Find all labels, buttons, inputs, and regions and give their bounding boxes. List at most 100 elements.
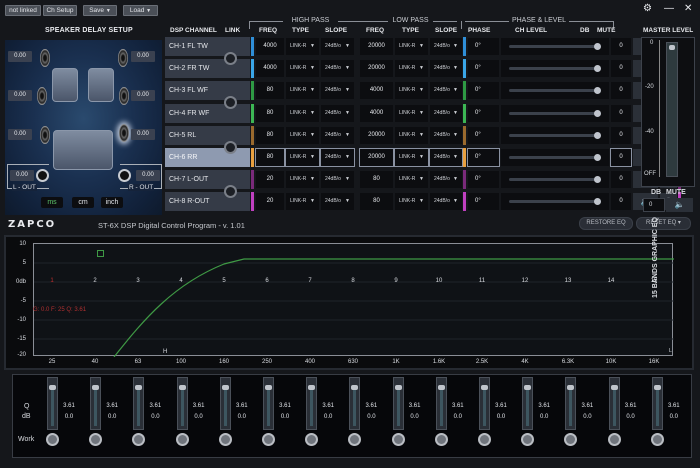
master-level-slider[interactable] bbox=[666, 42, 678, 177]
speaker-rl-icon[interactable] bbox=[40, 126, 50, 144]
slider-knob[interactable] bbox=[481, 385, 488, 390]
slider-knob[interactable] bbox=[653, 385, 661, 390]
master-mute-button[interactable]: 🔈 bbox=[666, 198, 693, 212]
hp-type-dropdown[interactable]: LINK-R ▼ bbox=[286, 82, 319, 100]
ch-level-slider[interactable] bbox=[501, 104, 609, 122]
ch-setup-button[interactable]: Ch Setup bbox=[43, 5, 77, 16]
hp-type-dropdown[interactable]: LINK-R ▼ bbox=[286, 38, 319, 55]
channel-name[interactable]: CH-5 RL bbox=[165, 125, 250, 145]
hp-freq-field[interactable]: 4000 bbox=[256, 38, 284, 55]
lp-type-dropdown[interactable]: LINK-R ▼ bbox=[395, 171, 428, 189]
slider-knob[interactable] bbox=[610, 385, 618, 390]
channel-name[interactable]: CH-8 R-OUT bbox=[165, 192, 250, 212]
delay-rl-field[interactable]: 0.00 bbox=[8, 129, 32, 140]
band-number[interactable]: 14 bbox=[607, 278, 615, 284]
hp-slope-dropdown[interactable]: 24dB/o ▼ bbox=[321, 126, 354, 144]
band-number[interactable]: 9 bbox=[394, 278, 398, 284]
phase-field[interactable]: 0° bbox=[468, 193, 499, 211]
channel-row[interactable]: CH-8 R-OUT 20 LINK-R ▼ 24dB/o ▼ 80 LINK-R ▼… bbox=[165, 192, 681, 212]
channel-row[interactable]: CH-1 FL TW 4000 LINK-R ▼ 24dB/o ▼ 20000 LI… bbox=[165, 37, 681, 56]
hp-slope-dropdown[interactable]: 24dB/o ▼ bbox=[321, 60, 354, 78]
lp-type-dropdown[interactable]: LINK-R ▼ bbox=[395, 60, 428, 78]
channel-name[interactable]: CH-6 RR bbox=[165, 148, 250, 167]
lp-slope-dropdown[interactable]: 24dB/o ▼ bbox=[430, 171, 462, 189]
lp-freq-field[interactable]: 4000 bbox=[360, 104, 393, 122]
channel-row[interactable]: CH-5 RL 80 LINK-R ▼ 24dB/o ▼ 20000 LINK-R ▼… bbox=[165, 125, 681, 145]
hp-type-dropdown[interactable]: LINK-R ▼ bbox=[286, 126, 319, 144]
band-gain-slider[interactable] bbox=[176, 377, 188, 430]
speaker-rr-icon[interactable] bbox=[119, 124, 129, 142]
band-number[interactable]: 12 bbox=[521, 278, 529, 284]
ch-level-knob[interactable] bbox=[594, 87, 601, 95]
work-toggle[interactable] bbox=[305, 433, 319, 446]
work-toggle[interactable] bbox=[348, 433, 362, 446]
lp-slope-dropdown[interactable]: 24dB/o ▼ bbox=[429, 148, 463, 167]
hp-freq-field[interactable]: 20 bbox=[256, 171, 284, 189]
db-field[interactable]: 0 bbox=[611, 193, 631, 211]
lp-freq-field[interactable]: 20000 bbox=[360, 60, 393, 78]
lp-slope-dropdown[interactable]: 24dB/o ▼ bbox=[430, 82, 462, 100]
lp-freq-field[interactable]: 80 bbox=[360, 171, 393, 189]
hp-freq-field[interactable]: 80 bbox=[256, 126, 284, 144]
lp-freq-field[interactable]: 4000 bbox=[360, 82, 393, 100]
lp-slope-dropdown[interactable]: 24dB/o ▼ bbox=[430, 38, 462, 55]
ch-level-slider[interactable] bbox=[501, 171, 609, 189]
band-gain-slider[interactable] bbox=[306, 377, 318, 430]
delay-r-out-field[interactable]: 0.00 bbox=[136, 170, 160, 181]
channel-name[interactable]: CH-1 FL TW bbox=[165, 37, 250, 56]
ch-level-slider[interactable] bbox=[501, 193, 609, 211]
ch-level-slider[interactable] bbox=[501, 82, 609, 100]
slider-knob[interactable] bbox=[567, 385, 575, 390]
slider-knob[interactable] bbox=[524, 385, 532, 390]
work-toggle[interactable] bbox=[175, 433, 189, 446]
delay-l-out-field[interactable]: 0.00 bbox=[10, 170, 34, 181]
unit-ms-button[interactable]: ms bbox=[41, 197, 63, 208]
delay-fl-tw-field[interactable]: 0.00 bbox=[8, 51, 32, 62]
work-toggle[interactable] bbox=[89, 433, 103, 446]
band-number[interactable]: 15 bbox=[650, 278, 658, 284]
slider-knob[interactable] bbox=[437, 385, 445, 390]
hp-type-dropdown[interactable]: LINK-R ▼ bbox=[286, 104, 319, 122]
channel-row[interactable]: CH-7 L-OUT 20 LINK-R ▼ 24dB/o ▼ 80 LINK-R ▼… bbox=[165, 170, 681, 190]
link-toggle[interactable] bbox=[224, 140, 237, 154]
channel-row[interactable]: CH-4 FR WF 80 LINK-R ▼ 24dB/o ▼ 4000 LINK-… bbox=[165, 103, 681, 123]
band-gain-slider[interactable] bbox=[651, 377, 663, 430]
work-toggle[interactable] bbox=[564, 433, 578, 446]
lp-freq-field[interactable]: 20000 bbox=[360, 126, 393, 144]
slider-knob[interactable] bbox=[221, 385, 229, 390]
speaker-fr-tw-icon[interactable] bbox=[118, 49, 128, 67]
ch-level-slider[interactable] bbox=[501, 149, 609, 166]
ch-level-slider[interactable] bbox=[501, 126, 609, 144]
band-number[interactable]: 10 bbox=[435, 278, 443, 284]
slider-knob[interactable] bbox=[394, 385, 402, 390]
hp-slope-dropdown[interactable]: 24dB/o ▼ bbox=[321, 193, 354, 211]
work-toggle[interactable] bbox=[391, 433, 405, 446]
band-gain-slider[interactable] bbox=[479, 377, 490, 430]
hp-freq-field[interactable]: 80 bbox=[255, 148, 285, 167]
lp-type-dropdown[interactable]: LINK-R ▼ bbox=[395, 126, 428, 144]
band-gain-slider[interactable] bbox=[349, 377, 361, 430]
lp-slope-dropdown[interactable]: 24dB/o ▼ bbox=[430, 193, 462, 211]
speaker-fr-wf-icon[interactable] bbox=[119, 87, 129, 105]
reset-eq-button[interactable]: RESET EQ ▾ bbox=[636, 217, 691, 230]
phase-field[interactable]: 0° bbox=[468, 171, 499, 189]
phase-field[interactable]: 0° bbox=[468, 82, 499, 100]
ch-level-knob[interactable] bbox=[594, 65, 601, 73]
ch-level-knob[interactable] bbox=[594, 154, 601, 161]
delay-fl-wf-field[interactable]: 0.00 bbox=[8, 90, 32, 101]
phase-field[interactable]: 0° bbox=[468, 60, 499, 78]
hp-type-dropdown[interactable]: LINK-R ▼ bbox=[286, 193, 319, 211]
subwoofer-right-icon[interactable] bbox=[118, 169, 131, 182]
hp-freq-field[interactable]: 80 bbox=[256, 82, 284, 100]
band-number[interactable]: 7 bbox=[308, 278, 312, 284]
restore-eq-button[interactable]: RESTORE EQ bbox=[579, 217, 633, 230]
band-gain-slider[interactable] bbox=[522, 377, 534, 430]
work-toggle[interactable] bbox=[132, 433, 146, 446]
work-toggle[interactable] bbox=[262, 433, 275, 446]
band-number[interactable]: 13 bbox=[564, 278, 572, 284]
minimize-icon[interactable]: — bbox=[664, 3, 674, 14]
hp-type-dropdown[interactable]: LINK-R ▼ bbox=[286, 60, 319, 78]
unit-inch-button[interactable]: inch bbox=[101, 197, 123, 208]
slider-knob[interactable] bbox=[135, 385, 143, 390]
work-toggle[interactable] bbox=[478, 433, 491, 446]
